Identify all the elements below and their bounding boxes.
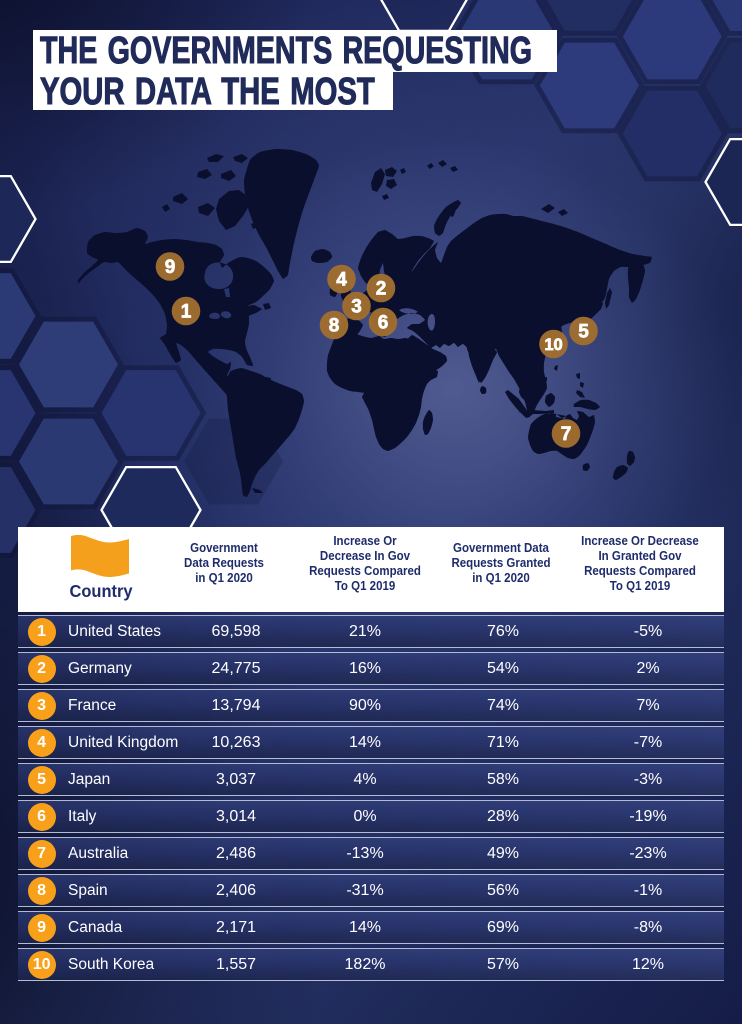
svg-text:7: 7 (561, 424, 572, 445)
svg-text:1: 1 (181, 302, 192, 323)
svg-text:8: 8 (329, 316, 340, 337)
svg-text:3: 3 (351, 297, 362, 318)
svg-text:9: 9 (165, 257, 176, 278)
svg-text:5: 5 (578, 322, 589, 343)
svg-text:4: 4 (336, 270, 347, 291)
svg-text:10: 10 (544, 336, 562, 354)
svg-text:2: 2 (376, 279, 387, 300)
svg-text:6: 6 (378, 313, 389, 334)
